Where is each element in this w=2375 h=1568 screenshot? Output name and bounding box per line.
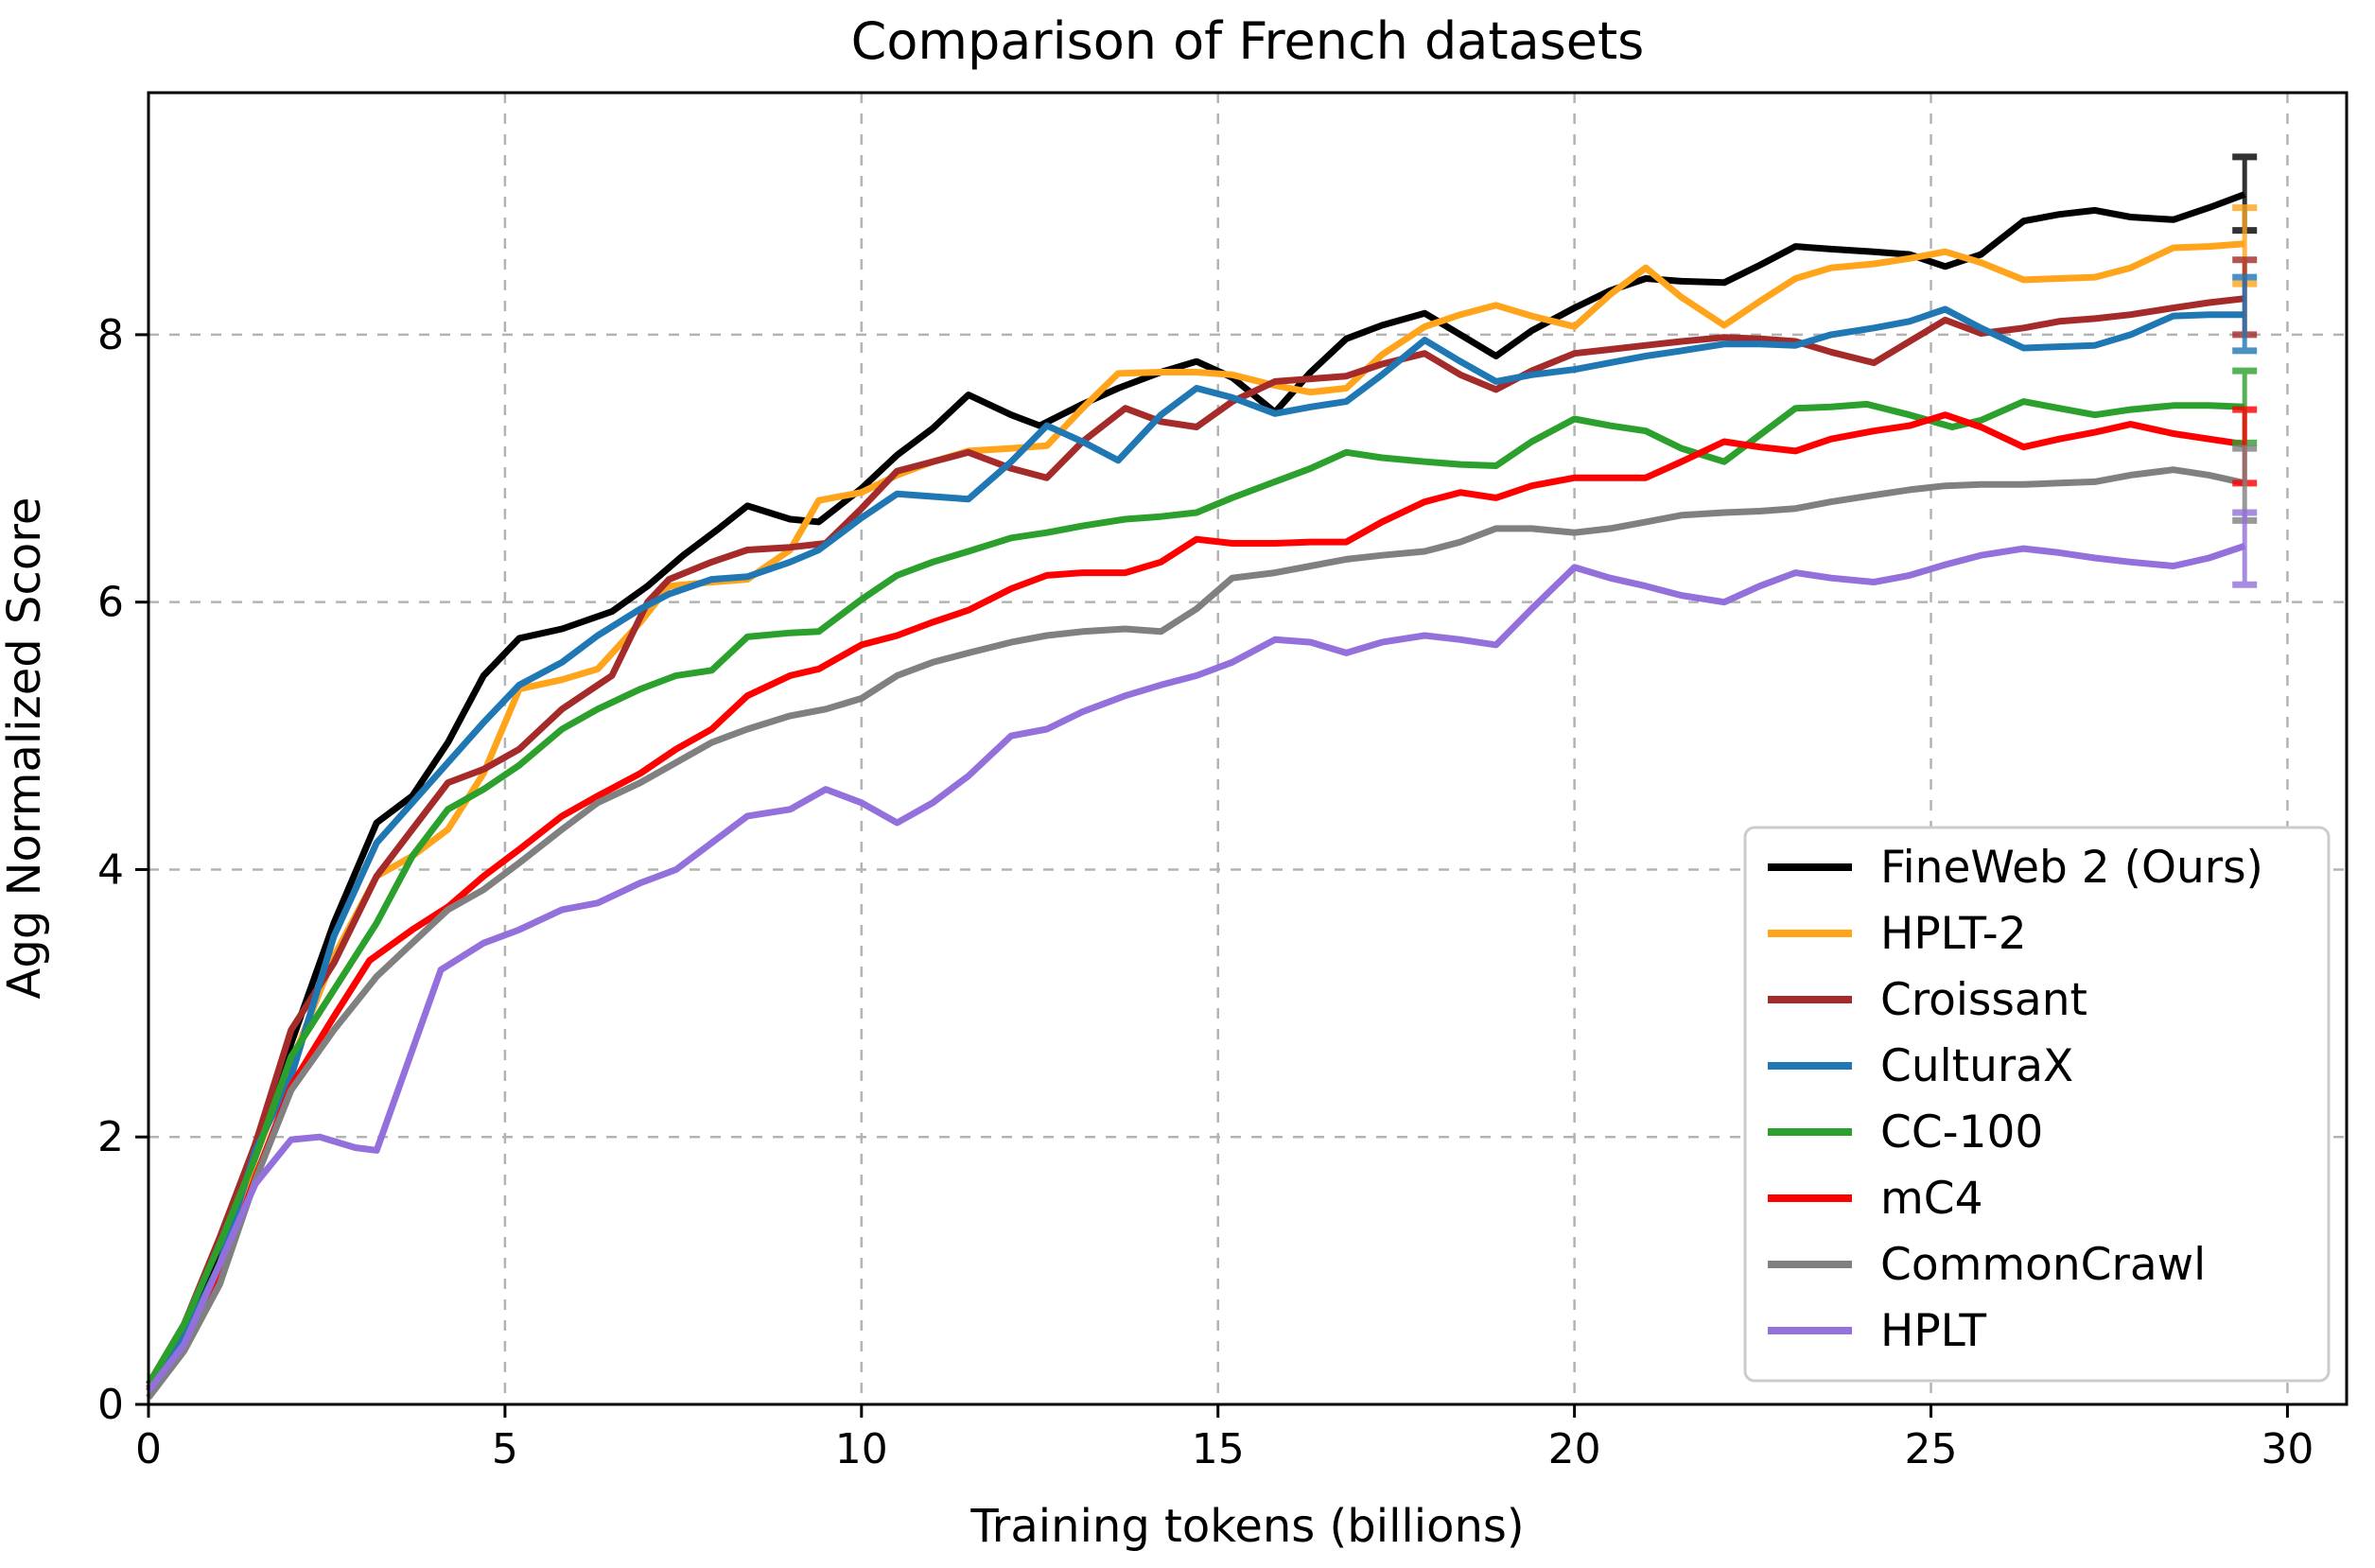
series-line-commoncrawl — [146, 466, 2245, 1401]
legend-item-culturax: CulturaX — [1768, 1040, 2073, 1092]
series-line-hplt — [146, 542, 2246, 1394]
legend-label-hplt: HPLT — [1880, 1305, 1986, 1357]
y-tick-label-4: 4 — [97, 845, 124, 894]
legend-label-cc-100: CC-100 — [1880, 1106, 2043, 1159]
x-tick-label-30: 30 — [2261, 1425, 2314, 1473]
plot-border — [147, 91, 2349, 1406]
series-line-croissant — [145, 295, 2245, 1386]
data-series-lines — [145, 191, 2246, 1401]
chart-title: Comparison of French datasets — [851, 11, 1645, 71]
error-bar-hplt — [2232, 509, 2258, 588]
y-tick-label-2: 2 — [97, 1113, 124, 1161]
legend-item-hplt-2: HPLT-2 — [1768, 908, 2027, 960]
legend: FineWeb 2 (Ours) HPLT-2 Croissant CulturaX C… — [1743, 826, 2331, 1383]
legend-label-hplt-2: HPLT-2 — [1880, 908, 2027, 960]
x-tick-label-20: 20 — [1548, 1425, 1601, 1473]
series-line-hplt-2 — [146, 240, 2245, 1391]
legend-label-mc4: mC4 — [1880, 1173, 1983, 1225]
legend-item-croissant: Croissant — [1768, 974, 2087, 1026]
legend-item-hplt: HPLT — [1768, 1305, 1986, 1357]
y-axis-label: Agg Normalized Score — [0, 497, 51, 1000]
x-tick-label-0: 0 — [135, 1425, 162, 1473]
series-line-fineweb-2-ours — [146, 191, 2246, 1390]
legend-item-cc-100: CC-100 — [1768, 1106, 2043, 1159]
x-tick-label-10: 10 — [835, 1425, 888, 1473]
legend-item-fineweb-2-ours: FineWeb 2 (Ours) — [1768, 842, 2263, 894]
legend-label-fineweb-2-ours: FineWeb 2 (Ours) — [1880, 842, 2263, 894]
legend-box — [1743, 826, 2331, 1383]
x-tick-label-25: 25 — [1905, 1425, 1958, 1473]
x-tick-label-15: 15 — [1192, 1425, 1245, 1473]
series-line-cc-100 — [145, 398, 2245, 1386]
series-line-mc4 — [146, 411, 2245, 1394]
series-line-culturax — [146, 305, 2245, 1393]
x-tick-label-5: 5 — [492, 1425, 518, 1473]
legend-label-commoncrawl: CommonCrawl — [1880, 1239, 2206, 1291]
y-tick-label-6: 6 — [97, 579, 124, 627]
x-axis-label: Training tokens (billions) — [969, 1500, 1524, 1553]
axis-ticks: 0 5 10 15 20 25 30 0 2 4 6 8 — [97, 311, 2314, 1473]
y-tick-label-0: 0 — [97, 1381, 124, 1429]
legend-label-croissant: Croissant — [1880, 974, 2087, 1026]
y-tick-label-8: 8 — [97, 311, 124, 359]
error-bar-culturax — [2232, 273, 2258, 355]
error-bars — [2232, 153, 2258, 588]
legend-label-culturax: CulturaX — [1880, 1040, 2073, 1092]
legend-item-commoncrawl: CommonCrawl — [1768, 1239, 2206, 1291]
legend-item-mc4: mC4 — [1768, 1173, 1983, 1225]
